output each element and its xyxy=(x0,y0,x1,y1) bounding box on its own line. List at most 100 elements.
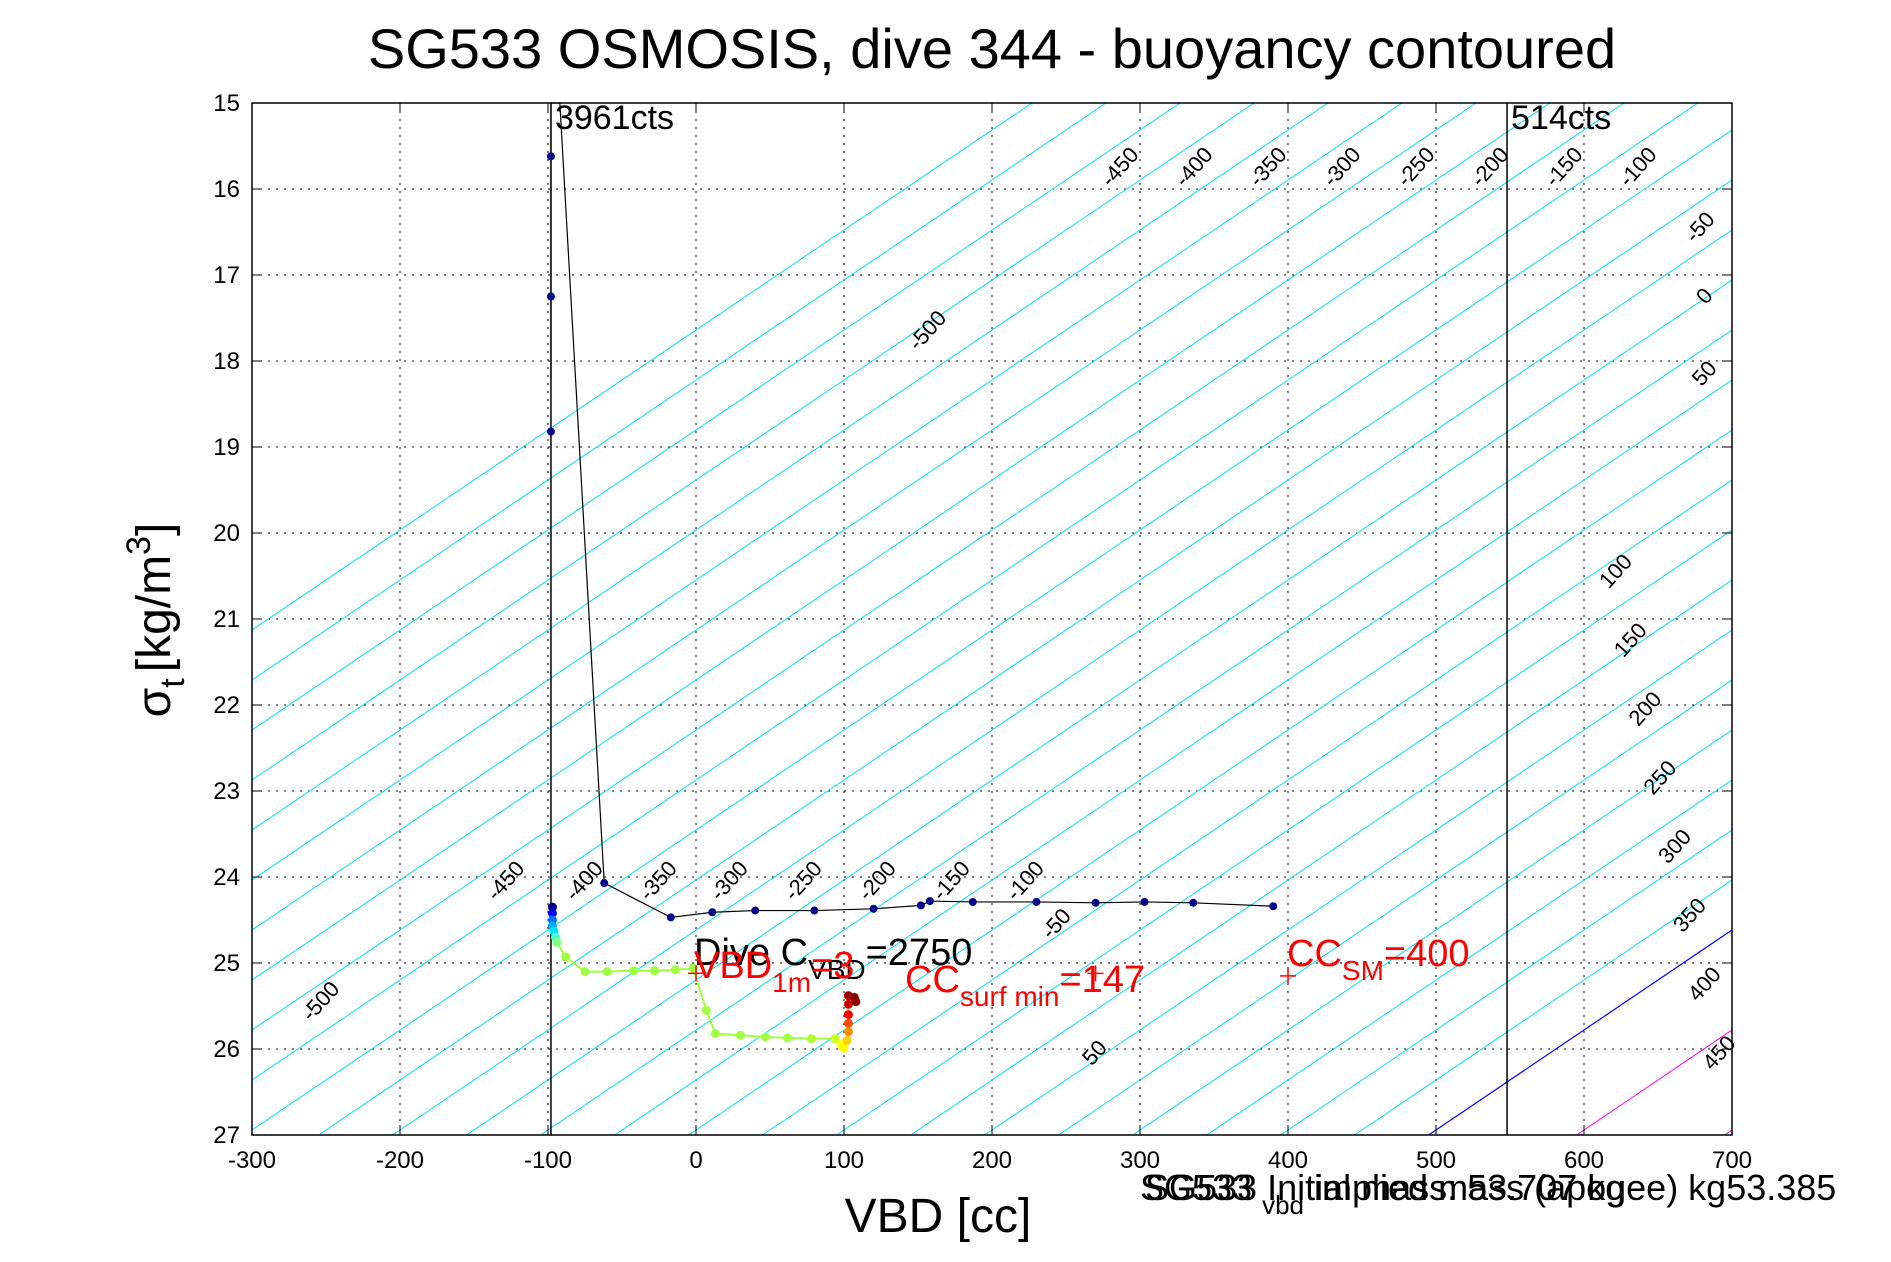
x-tick-label: 700 xyxy=(1712,1147,1752,1174)
y-tick-label: 23 xyxy=(213,778,240,805)
dive-point xyxy=(1189,898,1198,907)
dive-point xyxy=(869,904,878,913)
climb-series-layer xyxy=(547,902,861,1053)
dive-point xyxy=(600,879,609,888)
dive-point xyxy=(810,906,819,915)
x-tick-label: 600 xyxy=(1564,1147,1604,1174)
dive-c-value: =2750 xyxy=(866,932,973,974)
contour-line-negative xyxy=(252,103,1255,781)
dive-point xyxy=(708,908,717,917)
y-axis-label-symbol: σ xyxy=(128,688,181,718)
dive-point xyxy=(546,292,555,301)
climb-point xyxy=(830,1034,840,1044)
cc-sm-main: CC xyxy=(1287,933,1342,975)
contour-line-negative xyxy=(1280,829,1732,1135)
contour-line-negative xyxy=(466,279,1732,1135)
y-tick-label: 26 xyxy=(213,1036,240,1063)
contour-line-negative xyxy=(910,579,1732,1135)
contour-line-negative xyxy=(762,479,1732,1135)
x-tick-label: 500 xyxy=(1416,1147,1456,1174)
x-tick-label: -300 xyxy=(228,1147,276,1174)
implied-mass-main: SG533 xyxy=(1140,1167,1262,1208)
y-tick-label: 18 xyxy=(213,348,240,375)
climb-point xyxy=(842,1035,852,1045)
dive-point xyxy=(925,897,934,906)
dive-point xyxy=(546,152,555,161)
climb-point xyxy=(783,1033,793,1043)
reference-vline-label: 3961cts xyxy=(555,99,674,137)
y-axis-label: σt [kg/m3] xyxy=(120,523,192,718)
climb-point xyxy=(843,1010,853,1020)
contour-line-negative xyxy=(252,103,1477,931)
reference-vline-label: 514cts xyxy=(1511,99,1611,137)
climb-point xyxy=(701,1005,711,1015)
vbd-1m-label: VBD1m=3 xyxy=(694,945,854,998)
y-axis-label-unit: [kg/m xyxy=(128,555,181,672)
contour-line-negative xyxy=(252,103,1107,681)
x-tick-layer: -300 -200 -100 0 100 200 300 400 500 600 700 xyxy=(228,103,1752,1174)
climb-point xyxy=(561,952,571,962)
contour-line-negative xyxy=(252,103,1625,1031)
x-axis-label: VBD [cc] xyxy=(845,1190,1032,1243)
contour-line-negative xyxy=(1132,729,1732,1135)
y-tick-label: 17 xyxy=(213,262,240,289)
climb-point xyxy=(735,1030,745,1040)
contour-line-negative xyxy=(688,429,1732,1135)
y-axis-label-superscript: 3 xyxy=(120,536,158,555)
dive-point xyxy=(666,913,675,922)
y-tick-label: 20 xyxy=(213,520,240,547)
y-axis-label-subscript: t xyxy=(154,678,192,688)
climb-point xyxy=(806,1034,816,1044)
x-tick-label: -100 xyxy=(524,1147,572,1174)
climb-point xyxy=(843,1018,853,1028)
contour-line-negative xyxy=(252,103,1551,981)
x-tick-label: 0 xyxy=(689,1147,702,1174)
cc-surf-min-sub: surf min xyxy=(960,981,1060,1012)
vbd-1m-main: VBD xyxy=(694,945,772,987)
contour-line-negative xyxy=(1206,779,1732,1135)
contour-line-negative xyxy=(252,103,1181,731)
dive-point xyxy=(1091,898,1100,907)
implied-mass-sub: vbd xyxy=(1262,1190,1304,1220)
y-tick-label: 21 xyxy=(213,606,240,633)
climb-point xyxy=(650,966,660,976)
contour-line-negative xyxy=(614,379,1732,1135)
y-tick-label: 22 xyxy=(213,692,240,719)
climb-point xyxy=(629,966,639,976)
contour-line-negative xyxy=(836,529,1732,1135)
dive-point xyxy=(1032,897,1041,906)
climb-point xyxy=(602,967,612,977)
cc-sm-value: =400 xyxy=(1384,933,1470,975)
contour-line-negative xyxy=(1354,879,1732,1135)
y-tick-label: 19 xyxy=(213,434,240,461)
y-tick-label: 15 xyxy=(213,90,240,117)
implied-mass-value: implied mass (apogee) kg53.385 xyxy=(1304,1167,1836,1208)
climb-point xyxy=(552,937,562,947)
contour-line-zero xyxy=(1428,929,1732,1135)
dive-c-main: Dive C xyxy=(694,932,808,974)
y-tick-label: 27 xyxy=(213,1122,240,1149)
contour-layer xyxy=(252,103,1732,1135)
climb-point xyxy=(839,1043,849,1053)
climb-point xyxy=(843,1027,853,1037)
y-tick-label: 24 xyxy=(213,864,240,891)
dive-point xyxy=(1140,897,1149,906)
y-tick-layer: 15 16 17 18 19 20 21 22 23 24 25 26 27 xyxy=(213,90,1732,1149)
cc-sm-sub: SM xyxy=(1342,955,1384,986)
dive-point xyxy=(916,901,925,910)
contour-line-negative xyxy=(252,103,1033,631)
climb-point xyxy=(843,999,853,1009)
y-tick-label: 16 xyxy=(213,176,240,203)
cc-surf-min-main: CC xyxy=(905,959,960,1001)
chart-title: SG533 OSMOSIS, dive 344 - buoyancy conto… xyxy=(368,17,1616,80)
climb-point xyxy=(580,967,590,977)
x-tick-label: 200 xyxy=(972,1147,1012,1174)
contour-line-negative xyxy=(252,103,1329,831)
climb-point xyxy=(851,997,861,1007)
dive-c-label: Dive CVBD=2750 xyxy=(694,932,972,985)
dive-point xyxy=(1269,902,1278,911)
contour-line-negative xyxy=(252,103,1403,881)
dive-c-sub: VBD xyxy=(808,954,866,985)
